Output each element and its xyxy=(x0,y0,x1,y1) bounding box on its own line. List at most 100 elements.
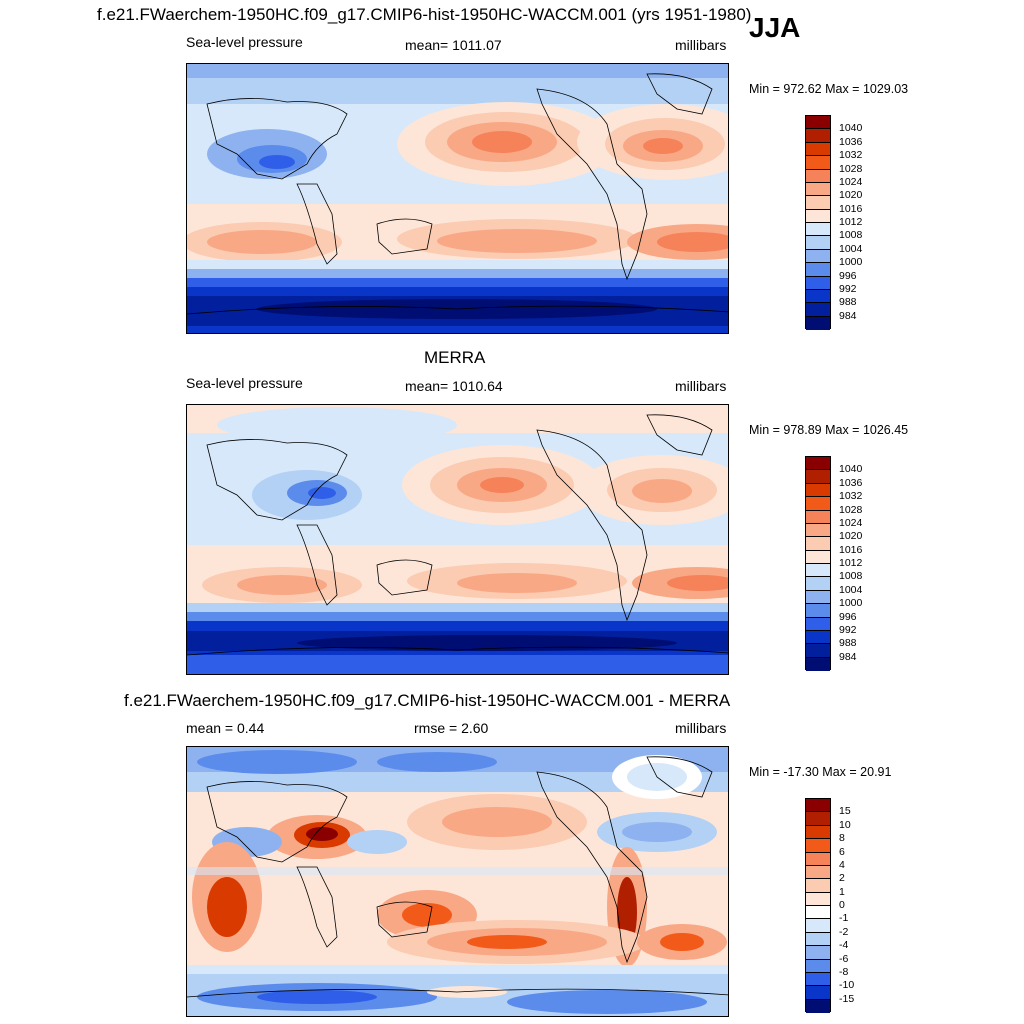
panel3-colorbar-swatch xyxy=(806,812,830,826)
panel3-colorbar-swatch xyxy=(806,865,830,880)
panel1-colorbar-swatch xyxy=(806,249,830,264)
panel2-colorbar-swatch xyxy=(806,590,830,605)
panel3-colorbar-tick-label: 6 xyxy=(839,845,845,858)
panel3-minmax: Min = -17.30 Max = 20.91 xyxy=(749,765,892,779)
panel2-colorbar-swatch xyxy=(806,510,830,524)
panel2-colorbar-tick-label: 1040 xyxy=(839,463,863,476)
panel1-colorbar-swatch xyxy=(806,156,830,170)
panel2-units-label: millibars xyxy=(675,378,727,394)
panel2-colorbar-swatch xyxy=(806,537,830,551)
panel2-colorbar-swatch xyxy=(806,577,830,591)
panel3-colorbar-tick-label: -1 xyxy=(839,912,849,925)
panel2-colorbar-tick-label: 984 xyxy=(839,650,857,663)
panel1-colorbar-tick-label: 992 xyxy=(839,282,857,295)
panel3-colorbar xyxy=(805,798,831,1013)
panel2-colorbar-tick-label: 988 xyxy=(839,637,857,650)
panel1-colorbar-tick-label: 1024 xyxy=(839,175,863,188)
panel2-colorbar-swatch xyxy=(806,564,830,578)
panel2-colorbar-tick-label: 1016 xyxy=(839,543,863,556)
panel3-colorbar-tick-label: -15 xyxy=(839,992,855,1005)
panel1-colorbar-swatch xyxy=(806,276,830,290)
panel2-mean-label: mean= 1010.64 xyxy=(405,378,503,394)
panel1-colorbar-tick-label: 1036 xyxy=(839,135,863,148)
panel2-variable-label: Sea-level pressure xyxy=(186,375,303,391)
panel3-map xyxy=(186,746,729,1017)
panel3-colorbar-tick-label: -4 xyxy=(839,939,849,952)
panel3-colorbar-tick-label: 0 xyxy=(839,899,845,911)
panel3-colorbar-tick-label: -8 xyxy=(839,965,849,978)
panel3-colorbar-swatches xyxy=(806,799,830,1013)
panel1-colorbar-swatch xyxy=(806,209,830,223)
panel3-colorbar-swatch xyxy=(806,946,830,960)
panel1-colorbar-swatch xyxy=(806,116,830,130)
panel3-colorbar-swatch xyxy=(806,906,830,920)
panel1-colorbar-swatch xyxy=(806,142,830,157)
panel1-colorbar-swatch xyxy=(806,169,830,183)
panel1-colorbar-tick-label: 1012 xyxy=(839,216,863,228)
panel2-colorbar-swatch xyxy=(806,470,830,484)
panel3-colorbar-swatch xyxy=(806,959,830,973)
panel2-colorbar-swatch xyxy=(806,617,830,631)
panel3-units-label: millibars xyxy=(675,720,727,736)
panel1-colorbar-tick-label: 1020 xyxy=(839,189,863,202)
panel1-colorbar-swatch xyxy=(806,196,830,210)
panel1-map-field xyxy=(187,64,728,333)
panel3-colorbar-swatch xyxy=(806,999,830,1013)
panel2-colorbar-tick-label: 1020 xyxy=(839,530,863,543)
panel1-colorbar-swatch xyxy=(806,263,830,277)
panel3-colorbar-tick-label: 1 xyxy=(839,885,845,898)
panel3-colorbar-tick-label: 10 xyxy=(839,818,851,831)
panel2-map-field xyxy=(187,405,728,674)
panel2-colorbar-tick-label: 996 xyxy=(839,610,857,623)
panel3-colorbar-swatch xyxy=(806,892,830,906)
panel3-colorbar-tick-label: -2 xyxy=(839,925,849,938)
panel3-colorbar-tick-label: 2 xyxy=(839,872,845,885)
season-label: JJA xyxy=(749,12,801,43)
panel1-colorbar-tick-label: 1016 xyxy=(839,202,863,215)
panel1-colorbar-tick-label: 1004 xyxy=(839,242,863,255)
panel3-colorbar-swatch xyxy=(806,986,830,1000)
panel1-colorbar-swatches xyxy=(806,116,830,330)
panel1-colorbar-tick-label: 996 xyxy=(839,269,857,282)
panel2-colorbar-swatch xyxy=(806,604,830,618)
panel3-colorbar-tick-label: 4 xyxy=(839,858,845,871)
panel2-colorbar xyxy=(805,456,831,671)
panel2-colorbar-tick-label: 1000 xyxy=(839,597,863,610)
panel3-colorbar-swatch xyxy=(806,852,830,866)
panel2-colorbar-swatch xyxy=(806,457,830,471)
panel2-colorbar-tick-label: 1028 xyxy=(839,503,863,516)
panel3-colorbar-tick-label: -6 xyxy=(839,952,849,965)
panel1-colorbar-tick-label: 1032 xyxy=(839,149,863,162)
panel3-colorbar-swatch xyxy=(806,825,830,840)
panel1-colorbar-swatch xyxy=(806,236,830,250)
panel1-minmax: Min = 972.62 Max = 1029.03 xyxy=(749,82,909,96)
panel2-colorbar-swatch xyxy=(806,657,830,671)
panel1-colorbar-swatch xyxy=(806,223,830,237)
panel3-title: f.e21.FWaerchem-1950HC.f09_g17.CMIP6-his… xyxy=(124,691,731,710)
panel1-map xyxy=(186,63,729,334)
panel3-colorbar-swatch xyxy=(806,879,830,893)
panel2-colorbar-tick-label: 1032 xyxy=(839,490,863,503)
panel2-colorbar-tick-label: 992 xyxy=(839,623,857,636)
panel1-colorbar-swatch xyxy=(806,182,830,197)
panel2-colorbar-tick-label: 1008 xyxy=(839,570,863,583)
panel3-map-field xyxy=(187,747,728,1016)
panel2-colorbar-swatch xyxy=(806,497,830,511)
panel1-colorbar-swatch xyxy=(806,303,830,317)
panel1-colorbar-tick-label: 1028 xyxy=(839,162,863,175)
panel1-title: f.e21.FWaerchem-1950HC.f09_g17.CMIP6-his… xyxy=(97,5,752,24)
panel3-colorbar-swatch xyxy=(806,839,830,853)
panel1-mean-label: mean= 1011.07 xyxy=(405,37,502,53)
panel2-title: MERRA xyxy=(424,348,486,367)
panel2-colorbar-tick-label: 1024 xyxy=(839,516,863,529)
panel2-colorbar-tick-label: 1012 xyxy=(839,557,863,569)
panel3-colorbar-tick-label: 8 xyxy=(839,832,845,845)
panel2-map xyxy=(186,404,729,675)
panel3-colorbar-swatch xyxy=(806,799,830,813)
panel3-colorbar-swatch xyxy=(806,972,830,987)
panel3-colorbar-swatch xyxy=(806,919,830,933)
panel3-colorbar-tick-label: 15 xyxy=(839,805,851,818)
panel3-mean-label: mean = 0.44 xyxy=(186,720,265,736)
panel2-colorbar-tick-label: 1036 xyxy=(839,476,863,489)
panel2-colorbar-swatch xyxy=(806,550,830,564)
